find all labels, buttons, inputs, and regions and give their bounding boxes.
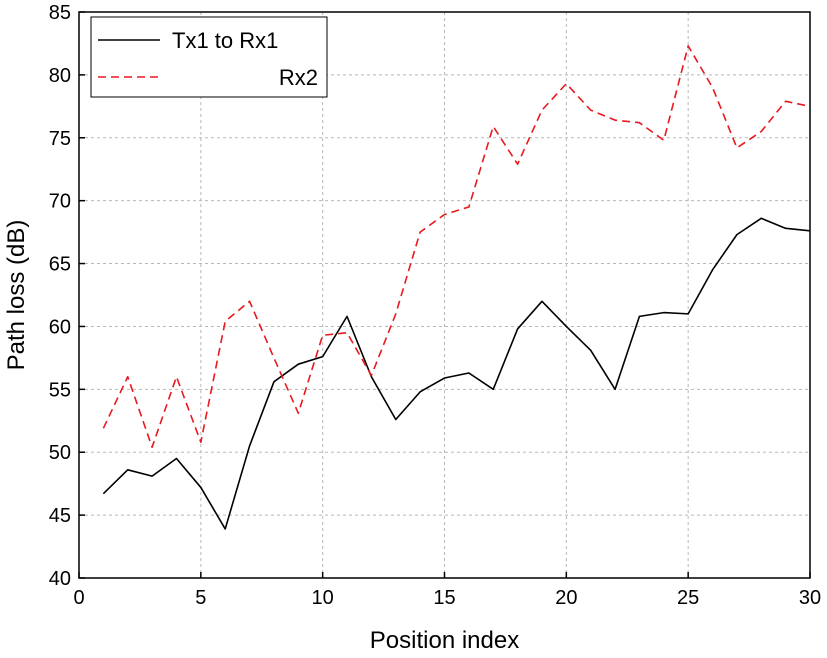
- legend: Tx1 to Rx1 Rx2: [90, 16, 328, 98]
- series-layer: [102, 45, 811, 530]
- x-tick-label: 0: [73, 587, 84, 609]
- x-tick-label: 5: [195, 587, 206, 609]
- legend-label-rx2: Rx2: [279, 65, 318, 90]
- x-tick-label: 25: [677, 587, 699, 609]
- y-tick-label: 55: [49, 379, 71, 401]
- y-tick-label: 45: [49, 505, 71, 527]
- legend-label-tx1-rx1: Tx1 to Rx1: [172, 28, 278, 53]
- y-tick-label: 70: [49, 191, 71, 213]
- y-tick-label: 75: [49, 128, 71, 150]
- y-tick-label: 85: [49, 2, 71, 24]
- x-tick-label: 15: [433, 587, 455, 609]
- x-axis-label: Position index: [370, 627, 519, 654]
- y-tick-label: 60: [49, 316, 71, 338]
- x-tick-label: 20: [555, 587, 577, 609]
- y-axis-label: Path loss (dB): [3, 220, 30, 371]
- series-line-tx1-rx1: [102, 217, 811, 530]
- legend-box: [90, 16, 328, 98]
- y-tick-label: 80: [49, 65, 71, 87]
- series-line-rx2: [102, 45, 811, 448]
- x-tick-label: 10: [312, 587, 334, 609]
- y-tick-label: 40: [49, 568, 71, 590]
- y-tick-label: 65: [49, 254, 71, 276]
- y-tick-label: 50: [49, 442, 71, 464]
- x-tick-label: 30: [799, 587, 821, 609]
- ticks: 0 5 10 15 20 25 30 40 45 50 55 60 65 70 75 80 85: [49, 2, 821, 609]
